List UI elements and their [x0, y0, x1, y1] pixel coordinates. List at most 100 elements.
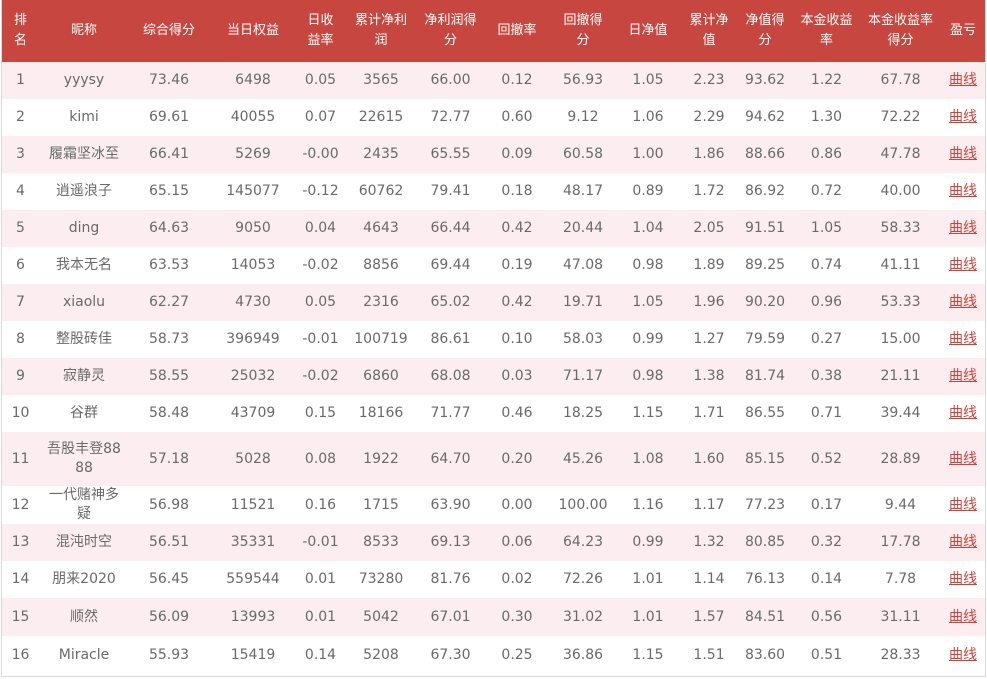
pnl-curve-link[interactable]: 曲线	[949, 608, 977, 625]
cell-daily-nav: 1.15	[632, 646, 664, 663]
cell-rank: 7	[16, 294, 25, 310]
cell-cum-nav: 1.51	[693, 646, 725, 663]
pnl-curve-link[interactable]: 曲线	[949, 405, 977, 421]
table-row: 13 混沌时空 56.51 35331 -0.01 8533 69.13 0.06 64.23 0…	[2, 524, 985, 561]
pnl-curve-link[interactable]: 曲线	[949, 496, 977, 513]
cell-daily-nav: 1.01	[632, 608, 664, 625]
cell-rank: 11	[11, 450, 30, 467]
cell-rank: 13	[11, 534, 30, 550]
col-header-rank[interactable]: 排名	[13, 13, 27, 48]
pnl-curve-link[interactable]: 曲线	[949, 450, 977, 467]
cell-rank: 6	[16, 257, 25, 273]
cell-daily-return: -0.02	[302, 257, 339, 273]
cell-nav-score: 86.55	[744, 405, 786, 421]
cell-total-score: 65.15	[148, 183, 190, 199]
col-header-profit-score[interactable]: 净利润得分	[424, 13, 477, 48]
cell-cum-profit: 4643	[363, 220, 399, 236]
pnl-curve-link[interactable]: 曲线	[949, 294, 977, 310]
cell-daily-nav: 1.01	[632, 571, 664, 587]
pnl-curve-link[interactable]: 曲线	[949, 146, 977, 162]
col-header-pnl[interactable]: 盈亏	[949, 23, 976, 38]
cell-total-score: 56.51	[148, 534, 190, 550]
cell-daily-nav: 1.06	[632, 109, 664, 125]
cell-daily-return: -0.01	[302, 331, 339, 347]
cell-cum-profit: 5208	[363, 646, 399, 663]
col-header-cum-profit[interactable]: 累计净利润	[354, 13, 407, 48]
pnl-curve-link[interactable]: 曲线	[949, 183, 977, 199]
cell-drawdown: 0.20	[501, 450, 533, 467]
pnl-curve-link[interactable]: 曲线	[949, 534, 977, 550]
cell-principal-return: 1.30	[810, 109, 843, 125]
cell-principal-return: 0.96	[810, 294, 843, 310]
col-header-cum-nav[interactable]: 累计净值	[689, 13, 729, 48]
cell-drawdown: 0.06	[501, 534, 533, 550]
cell-cum-profit: 1715	[363, 496, 399, 513]
cell-cum-profit: 8533	[363, 534, 399, 550]
cell-drawdown: 0.09	[501, 146, 533, 162]
cell-nav-score: 94.62	[744, 109, 786, 125]
pnl-curve-link[interactable]: 曲线	[949, 72, 977, 88]
table-header: 排名 昵称 综合得分 当日权益 日收益率 累计净利润 净利润得分 回撤率 回撤得…	[2, 0, 985, 62]
cell-daily-equity: 35331	[230, 534, 276, 550]
cell-nav-score: 84.51	[744, 608, 786, 625]
pnl-curve-link[interactable]: 曲线	[949, 646, 977, 663]
cell-rank: 3	[16, 146, 25, 162]
col-header-total-score[interactable]: 综合得分	[142, 23, 195, 38]
cell-principal-return: 0.38	[810, 368, 843, 384]
cell-cum-profit: 60762	[358, 183, 404, 199]
cell-cum-nav: 1.60	[693, 450, 725, 467]
cell-nickname: ding	[68, 220, 100, 236]
cell-principal-return: 0.56	[810, 608, 843, 625]
cell-nickname: 混沌时空	[56, 534, 112, 550]
col-header-drawdown-score[interactable]: 回撤得分	[563, 13, 603, 48]
cell-nickname: 一代赌神多疑	[49, 487, 119, 522]
col-header-nav-score[interactable]: 净值得分	[745, 13, 785, 48]
col-header-nickname[interactable]: 昵称	[70, 23, 97, 38]
cell-total-score: 73.46	[148, 72, 190, 88]
cell-pnl: 曲线	[941, 173, 985, 210]
cell-daily-nav: 0.99	[632, 534, 664, 550]
table-row: 4 逍遥浪子 65.15 145077 -0.12 60762 79.41 0.18 48.17…	[2, 173, 985, 210]
pnl-curve-link[interactable]: 曲线	[949, 368, 977, 384]
col-header-principal-return-score[interactable]: 本金收益率得分	[867, 13, 933, 48]
table-body: 1 yyysy 73.46 6498 0.05 3565 66.00 0.12 56.93 1.0…	[2, 62, 985, 674]
cell-cum-profit: 8856	[363, 257, 399, 273]
cell-daily-equity: 9050	[235, 220, 271, 236]
cell-principal-return: 0.71	[810, 405, 843, 421]
cell-cum-profit: 1922	[363, 450, 399, 467]
cell-drawdown: 0.03	[501, 368, 533, 384]
pnl-curve-link[interactable]: 曲线	[949, 257, 977, 273]
pnl-curve-link[interactable]: 曲线	[949, 331, 977, 347]
cell-total-score: 64.63	[148, 220, 190, 236]
col-header-daily-nav[interactable]: 日净值	[628, 23, 668, 38]
cell-drawdown-score: 36.86	[562, 646, 604, 663]
cell-nav-score: 88.66	[744, 146, 786, 162]
pnl-curve-link[interactable]: 曲线	[949, 571, 977, 587]
cell-drawdown: 0.42	[501, 220, 533, 236]
table-row: 7 xiaolu 62.27 4730 0.05 2316 65.02 0.42 19.71 1.…	[2, 284, 985, 321]
cell-profit-score: 81.76	[430, 571, 471, 587]
cell-daily-return: -0.01	[302, 534, 339, 550]
cell-drawdown-score: 58.03	[562, 331, 604, 347]
cell-cum-nav: 2.05	[693, 220, 725, 236]
cell-total-score: 58.55	[148, 368, 190, 384]
col-header-daily-return[interactable]: 日收益率	[307, 13, 334, 48]
cell-principal-return-score: 40.00	[880, 183, 921, 199]
col-header-drawdown[interactable]: 回撤率	[497, 23, 537, 38]
cell-principal-return: 0.74	[810, 257, 843, 273]
table-row: 12 一代赌神多疑 56.98 11521 0.16 1715 63.90 0.00 100.0…	[2, 486, 985, 524]
cell-daily-equity: 13993	[230, 608, 276, 625]
cell-nav-score: 89.25	[744, 257, 786, 273]
cell-daily-return: 0.08	[304, 450, 337, 467]
cell-rank: 1	[16, 72, 25, 88]
cell-daily-nav: 1.05	[632, 294, 664, 310]
col-header-principal-return[interactable]: 本金收益率	[800, 13, 853, 48]
pnl-curve-link[interactable]: 曲线	[949, 109, 977, 125]
pnl-curve-link[interactable]: 曲线	[949, 220, 977, 236]
cell-cum-nav: 1.89	[693, 257, 725, 273]
col-header-daily-equity[interactable]: 当日权益	[226, 23, 279, 38]
cell-daily-return: 0.01	[304, 571, 337, 587]
cell-daily-nav: 0.98	[632, 257, 664, 273]
cell-profit-score: 63.90	[430, 496, 471, 513]
cell-cum-nav: 1.14	[693, 571, 725, 587]
